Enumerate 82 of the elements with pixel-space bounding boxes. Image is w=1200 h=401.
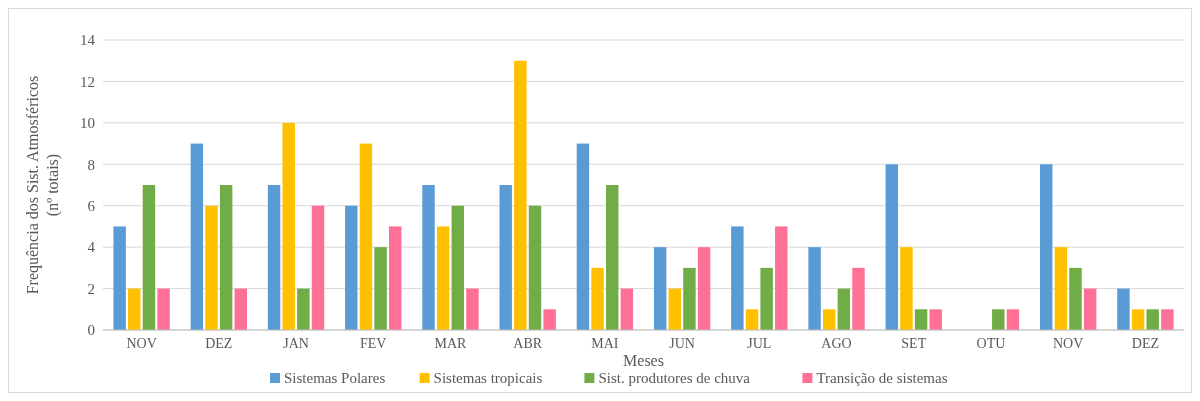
x-tick-label: JAN bbox=[283, 336, 309, 351]
bar bbox=[157, 288, 170, 330]
bar bbox=[1054, 247, 1068, 330]
bar bbox=[576, 143, 590, 330]
y-tick-label: 2 bbox=[87, 280, 95, 297]
bar bbox=[605, 185, 619, 330]
y-tick-label: 4 bbox=[87, 239, 96, 256]
bar bbox=[514, 60, 527, 330]
bar bbox=[653, 247, 667, 330]
x-tick-label: NOV bbox=[1053, 336, 1084, 351]
bar bbox=[731, 226, 744, 330]
x-tick-label: OTU bbox=[976, 336, 1006, 351]
bar bbox=[374, 247, 387, 330]
bar bbox=[1040, 164, 1053, 330]
bar bbox=[1006, 309, 1020, 330]
bar bbox=[668, 288, 682, 330]
legend-label: Transição de sistemas bbox=[816, 370, 948, 386]
x-tick-label: DEZ bbox=[205, 336, 233, 351]
bar bbox=[388, 226, 402, 330]
bar bbox=[852, 267, 865, 330]
bar bbox=[992, 309, 1005, 330]
x-axis-title: Meses bbox=[623, 352, 664, 369]
y-tick-label: 10 bbox=[80, 115, 95, 132]
y-tick-label: 8 bbox=[87, 156, 95, 173]
x-tick-label: SET bbox=[901, 336, 927, 351]
bar bbox=[1161, 309, 1174, 330]
y-tick-label: 14 bbox=[80, 32, 96, 49]
bar bbox=[297, 288, 310, 330]
x-tick-label: JUL bbox=[747, 336, 772, 351]
bar bbox=[929, 309, 942, 330]
bar bbox=[822, 309, 836, 330]
bar bbox=[775, 226, 788, 330]
bar bbox=[1117, 288, 1130, 330]
bar bbox=[219, 185, 233, 330]
x-tick-label: MAI bbox=[591, 336, 619, 351]
bar bbox=[205, 205, 218, 330]
bar bbox=[142, 185, 156, 330]
bar bbox=[808, 247, 821, 330]
bar bbox=[422, 185, 435, 330]
bar bbox=[345, 205, 358, 330]
bar bbox=[900, 247, 913, 330]
legend-label: Sistemas tropicais bbox=[433, 370, 543, 386]
bar bbox=[113, 226, 126, 330]
bar bbox=[466, 288, 479, 330]
y-tick-label: 12 bbox=[80, 73, 95, 90]
bar bbox=[359, 143, 373, 330]
bar bbox=[190, 143, 204, 330]
bar bbox=[1146, 309, 1159, 330]
bar bbox=[745, 309, 759, 330]
x-tick-label: JUN bbox=[669, 336, 695, 351]
bar bbox=[1131, 309, 1145, 330]
bar bbox=[436, 226, 450, 330]
x-tick-label: FEV bbox=[360, 336, 387, 351]
bar bbox=[760, 267, 773, 330]
y-tick-label: 6 bbox=[87, 197, 96, 214]
bar bbox=[683, 267, 696, 330]
bar bbox=[528, 205, 542, 330]
bar bbox=[1069, 267, 1082, 330]
x-tick-label: DEZ bbox=[1131, 336, 1159, 351]
x-tick-label: MAR bbox=[434, 336, 468, 351]
bar bbox=[451, 205, 465, 330]
bar bbox=[311, 205, 325, 330]
bar bbox=[543, 309, 556, 330]
bar bbox=[499, 185, 512, 330]
bar bbox=[1083, 288, 1097, 330]
bar bbox=[620, 288, 634, 330]
bar bbox=[267, 185, 281, 330]
bar bbox=[885, 164, 899, 330]
y-tick-label: 0 bbox=[87, 322, 95, 339]
bar bbox=[128, 288, 141, 330]
bar bbox=[282, 122, 295, 330]
bar bbox=[591, 267, 604, 330]
x-tick-label: AGO bbox=[821, 336, 852, 351]
bar bbox=[837, 288, 851, 330]
legend-label: Sistemas Polares bbox=[284, 370, 386, 386]
legend-label: Sist. produtores de chuva bbox=[598, 370, 751, 386]
x-tick-label: ABR bbox=[513, 336, 543, 351]
bar bbox=[234, 288, 247, 330]
y-axis-title: Frequência dos Sist. Atmosféricos (nº totais) bbox=[24, 75, 62, 295]
x-tick-label: NOV bbox=[126, 336, 157, 351]
bar bbox=[914, 309, 928, 330]
bar bbox=[697, 247, 711, 330]
